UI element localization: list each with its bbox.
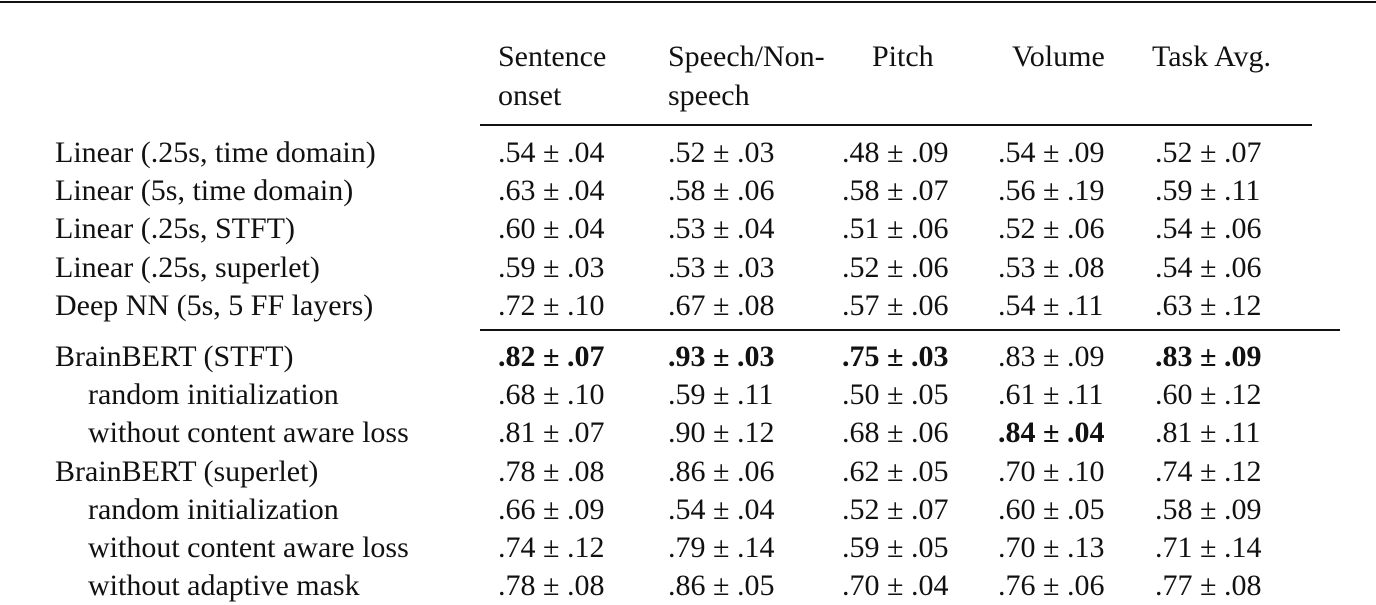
cell: .54 ± .06 xyxy=(1155,212,1262,246)
cell: .81 ± .07 xyxy=(498,416,605,450)
row-label: BrainBERT (superlet) xyxy=(55,454,319,488)
cell: .79 ± .14 xyxy=(668,531,775,564)
cell: .60 ± .05 xyxy=(998,492,1105,526)
cell: .50 ± .05 xyxy=(842,378,949,412)
cell: .54 ± .04 xyxy=(668,492,775,526)
cell: .81 ± .11 xyxy=(1155,416,1261,450)
cell: .53 ± .04 xyxy=(668,212,775,246)
row-label: without content aware loss xyxy=(88,531,409,564)
cell: .58 ± .07 xyxy=(842,174,949,208)
cell: .56 ± .19 xyxy=(998,174,1105,208)
cell: .70 ± .04 xyxy=(842,569,949,603)
cell: .52 ± .06 xyxy=(998,212,1105,246)
cell: .74 ± .12 xyxy=(498,531,605,564)
cell: .63 ± .12 xyxy=(1155,288,1262,322)
column-header: speech xyxy=(668,79,750,112)
row-label: Linear (5s, time domain) xyxy=(55,174,354,208)
cell: .54 ± .11 xyxy=(998,288,1104,322)
row-label: Linear (.25s, superlet) xyxy=(55,250,320,284)
mid-rule xyxy=(480,329,1340,331)
cell: .84 ± .04 xyxy=(998,416,1105,450)
row-label: Linear (.25s, time domain) xyxy=(55,136,376,169)
cell: .86 ± .05 xyxy=(668,569,775,603)
cell: .52 ± .03 xyxy=(668,136,775,169)
cell: .54 ± .04 xyxy=(498,136,605,169)
cell: .77 ± .08 xyxy=(1155,569,1262,603)
cell: .71 ± .14 xyxy=(1155,531,1262,564)
row-label: Deep NN (5s, 5 FF layers) xyxy=(55,288,374,322)
cell: .59 ± .11 xyxy=(1155,174,1261,208)
cell: .83 ± .09 xyxy=(1155,340,1262,373)
cell: .62 ± .05 xyxy=(842,454,949,488)
cell: .58 ± .09 xyxy=(1155,492,1262,526)
cell: .54 ± .09 xyxy=(998,136,1105,169)
cell: .52 ± .06 xyxy=(842,250,949,284)
cell: .83 ± .09 xyxy=(998,340,1105,373)
cell: .53 ± .08 xyxy=(998,250,1105,284)
column-header: Task Avg. xyxy=(1152,40,1272,73)
cell: .66 ± .09 xyxy=(498,492,605,526)
cell: .86 ± .06 xyxy=(668,454,775,488)
cell: .61 ± .11 xyxy=(998,378,1104,412)
cell: .74 ± .12 xyxy=(1155,454,1262,488)
cell: .58 ± .06 xyxy=(668,174,775,208)
row-label: without content aware loss xyxy=(88,416,409,450)
cell: .59 ± .05 xyxy=(842,531,949,564)
cell: .70 ± .10 xyxy=(998,454,1105,488)
cell: .52 ± .07 xyxy=(1155,136,1262,169)
cell: .78 ± .08 xyxy=(498,569,605,603)
cell: .57 ± .06 xyxy=(842,288,949,322)
cell: .60 ± .04 xyxy=(498,212,605,246)
cell: .51 ± .06 xyxy=(842,212,949,246)
cell: .75 ± .03 xyxy=(842,340,949,373)
row-label: random initialization xyxy=(88,378,339,412)
row-label: BrainBERT (STFT) xyxy=(55,340,294,373)
row-label: random initialization xyxy=(88,492,339,526)
cell: .63 ± .04 xyxy=(498,174,605,208)
cell: .68 ± .06 xyxy=(842,416,949,450)
column-header: Pitch xyxy=(872,40,934,73)
header-rule xyxy=(480,124,1312,126)
cell: .54 ± .06 xyxy=(1155,250,1262,284)
cell: .52 ± .07 xyxy=(842,492,949,526)
cell: .70 ± .13 xyxy=(998,531,1105,564)
cell: .59 ± .11 xyxy=(668,378,774,412)
row-label: Linear (.25s, STFT) xyxy=(55,212,295,246)
cell: .48 ± .09 xyxy=(842,136,949,169)
cell: .93 ± .03 xyxy=(668,340,775,373)
cell: .78 ± .08 xyxy=(498,454,605,488)
cell: .59 ± .03 xyxy=(498,250,605,284)
column-header: Volume xyxy=(1012,40,1105,73)
top-rule xyxy=(0,1,1376,3)
cell: .76 ± .06 xyxy=(998,569,1105,603)
column-header: onset xyxy=(498,79,562,112)
row-label: without adaptive mask xyxy=(88,569,360,603)
column-header: Speech/Non- xyxy=(668,40,825,73)
cell: .68 ± .10 xyxy=(498,378,605,412)
cell: .67 ± .08 xyxy=(668,288,775,322)
cell: .60 ± .12 xyxy=(1155,378,1262,412)
cell: .82 ± .07 xyxy=(498,340,605,373)
cell: .72 ± .10 xyxy=(498,288,605,322)
cell: .53 ± .03 xyxy=(668,250,775,284)
column-header: Sentence xyxy=(498,40,607,73)
cell: .90 ± .12 xyxy=(668,416,775,450)
